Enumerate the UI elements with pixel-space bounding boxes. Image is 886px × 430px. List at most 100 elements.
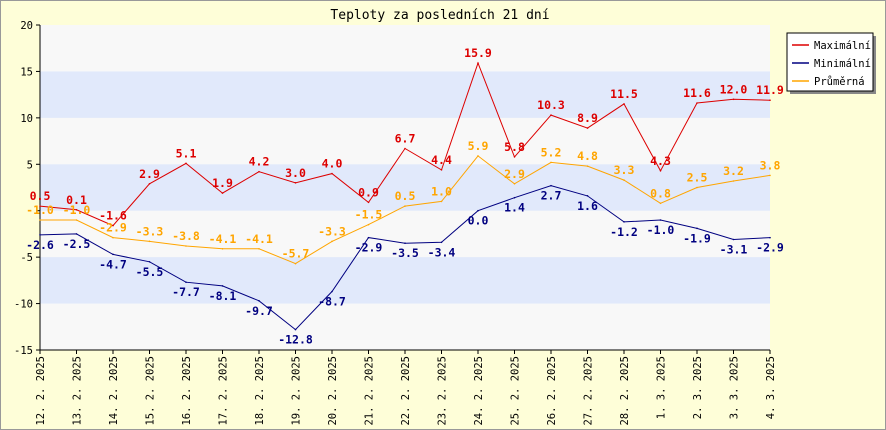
x-tick-label: 15. 2. 2025	[145, 356, 157, 426]
data-label: 3.2	[723, 164, 744, 178]
data-point	[696, 227, 698, 230]
data-label: -1.0	[647, 223, 675, 237]
data-point	[367, 201, 370, 204]
data-point	[623, 103, 625, 105]
data-point	[659, 169, 662, 172]
data-label: 3.0	[285, 166, 306, 180]
data-label: 4.8	[577, 149, 598, 163]
x-tick-label: 25. 2. 2025	[510, 356, 522, 426]
legend-label: Průměrná	[814, 76, 865, 88]
data-label: -2.6	[26, 238, 54, 252]
data-label: 12.0	[720, 82, 748, 96]
data-label: 5.2	[541, 145, 562, 159]
series-lines	[39, 61, 771, 331]
data-point	[513, 182, 516, 185]
data-label: 8.9	[577, 111, 598, 125]
data-label: -1.0	[63, 203, 91, 217]
data-point	[367, 223, 370, 226]
data-label: -4.1	[209, 232, 237, 246]
data-label: -1.2	[610, 225, 638, 239]
data-point	[148, 240, 151, 243]
data-point	[769, 99, 771, 102]
data-point	[75, 208, 78, 211]
data-point	[148, 182, 151, 185]
axes: -15 -10 -5 5 10 15 20 12. 2. 2025 13. 2. 2025 14.…	[14, 20, 777, 426]
y-tick-label: -10	[14, 299, 33, 311]
data-point	[404, 205, 406, 207]
data-label: -3.8	[172, 229, 200, 243]
data-point	[477, 209, 479, 212]
data-label: -3.4	[428, 245, 456, 259]
data-label: 0.1	[66, 193, 87, 207]
data-label: 11.6	[683, 86, 711, 100]
x-tick-label: 23. 2. 2025	[437, 356, 449, 426]
data-point	[331, 172, 333, 175]
data-point	[185, 281, 187, 284]
data-point	[294, 262, 297, 265]
data-label: -1.0	[26, 203, 54, 217]
data-point	[112, 224, 114, 227]
data-label: -8.7	[318, 295, 346, 309]
data-label: 2.9	[139, 167, 160, 181]
data-label: 1.4	[504, 201, 525, 215]
data-point	[732, 180, 735, 182]
data-label: -5.7	[282, 247, 310, 261]
x-tick-label: 12. 2. 2025	[35, 356, 47, 426]
data-point	[75, 219, 78, 221]
data-point	[440, 169, 443, 171]
data-point	[39, 219, 41, 221]
data-labels: -1.0 -1.0 -2.9 -3.3 -3.8 -4.1 -4.1 -5.7 -3.3 -1.5…	[26, 46, 784, 347]
data-label: -2.9	[355, 241, 383, 255]
data-label: 1.0	[431, 184, 452, 198]
data-label: -3.3	[136, 224, 164, 238]
data-point	[477, 155, 479, 157]
data-point	[769, 174, 771, 177]
data-point	[39, 234, 41, 236]
data-point	[586, 165, 589, 167]
data-point	[550, 184, 552, 187]
data-point	[440, 200, 443, 203]
data-point	[586, 195, 589, 197]
x-tick-label: 27. 2. 2025	[583, 356, 595, 426]
data-label: 3.8	[760, 158, 781, 172]
data-point	[732, 238, 735, 241]
data-point	[696, 186, 698, 189]
data-label: 15.9	[464, 46, 492, 60]
x-tick-label: 24. 2. 2025	[473, 356, 485, 426]
x-tick-label: 3. 3. 2025	[729, 356, 741, 419]
data-point	[294, 328, 297, 331]
x-tick-label: 20. 2. 2025	[327, 356, 339, 426]
data-point	[331, 240, 333, 243]
y-tick-label: -15	[14, 345, 33, 357]
data-label: 2.5	[687, 171, 708, 185]
data-point	[513, 156, 516, 158]
data-label: 2.9	[504, 167, 525, 181]
data-point	[659, 219, 662, 221]
x-tick-label: 2. 3. 2025	[692, 356, 704, 419]
y-tick-label: 5	[27, 159, 33, 171]
data-point	[367, 236, 370, 239]
grid-band	[40, 257, 770, 304]
data-point	[185, 162, 187, 165]
data-point	[331, 290, 333, 293]
chart-title: Teploty za posledních 21 dní	[330, 8, 549, 23]
data-label: 0.8	[650, 186, 671, 200]
data-label: 0.9	[358, 185, 379, 199]
data-point	[477, 62, 479, 64]
data-label: -4.7	[99, 257, 127, 271]
data-label: 11.5	[610, 87, 638, 101]
legend: Maximální Minimální Průměrná	[786, 32, 876, 94]
data-label: 4.0	[322, 157, 343, 171]
x-tick-label: 26. 2. 2025	[546, 356, 558, 426]
data-point	[258, 170, 260, 173]
data-label: -1.9	[683, 231, 711, 245]
data-label: -2.9	[756, 241, 784, 255]
data-label: 5.9	[468, 139, 489, 153]
x-tick-label: 4. 3. 2025	[765, 356, 777, 419]
data-label: -8.1	[209, 289, 237, 303]
data-label: -12.8	[278, 333, 313, 347]
data-label: -2.5	[63, 237, 91, 251]
data-label: 6.7	[395, 132, 416, 146]
data-label: -2.9	[99, 221, 127, 235]
